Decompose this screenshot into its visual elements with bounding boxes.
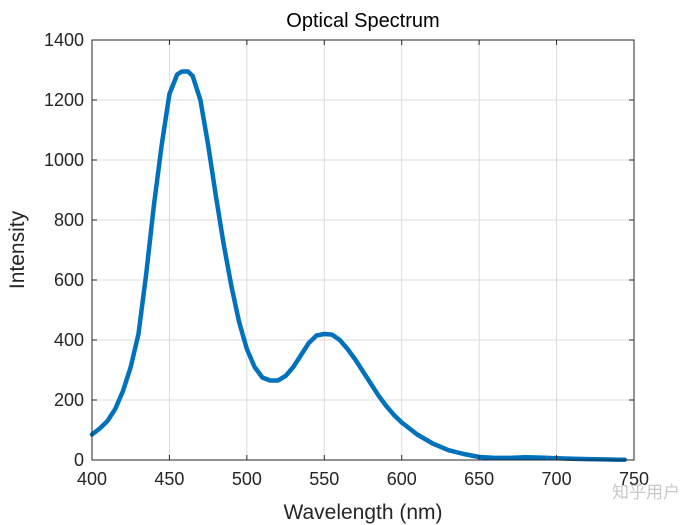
y-tick-label-600: 600 (54, 270, 84, 290)
x-tick-label-450: 450 (154, 469, 184, 489)
x-axis-label: Wavelength (nm) (283, 501, 442, 524)
y-tick-label-1400: 1400 (44, 30, 84, 50)
x-tick-label-600: 600 (387, 469, 417, 489)
x-tick-label-400: 400 (77, 469, 107, 489)
series-layer (89, 69, 627, 462)
watermark-text: 知乎用户 (612, 483, 680, 503)
y-tick-label-800: 800 (54, 210, 84, 230)
x-tick-label-750: 750 (619, 469, 649, 489)
y-tick-label-0: 0 (74, 450, 84, 470)
plot-frame (91, 39, 635, 461)
axes-layer: 400 450 500 550 600 650 700 750 0 200 400 600 800 100… (44, 30, 649, 489)
x-tick-label-650: 650 (464, 469, 494, 489)
labels-layer: Optical Spectrum Wavelength (nm) Intensi… (6, 10, 680, 524)
x-tick-label-550: 550 (309, 469, 339, 489)
y-tick-label-400: 400 (54, 330, 84, 350)
chart-title: Optical Spectrum (286, 10, 439, 32)
x-tick-label-500: 500 (232, 469, 262, 489)
y-tick-label-1000: 1000 (44, 150, 84, 170)
series-line-0 (89, 69, 627, 462)
y-tick-label-1200: 1200 (44, 90, 84, 110)
y-axis-label: Intensity (6, 210, 29, 289)
x-tick-label-700: 700 (542, 469, 572, 489)
grid-layer (91, 39, 635, 461)
y-tick-label-200: 200 (54, 390, 84, 410)
